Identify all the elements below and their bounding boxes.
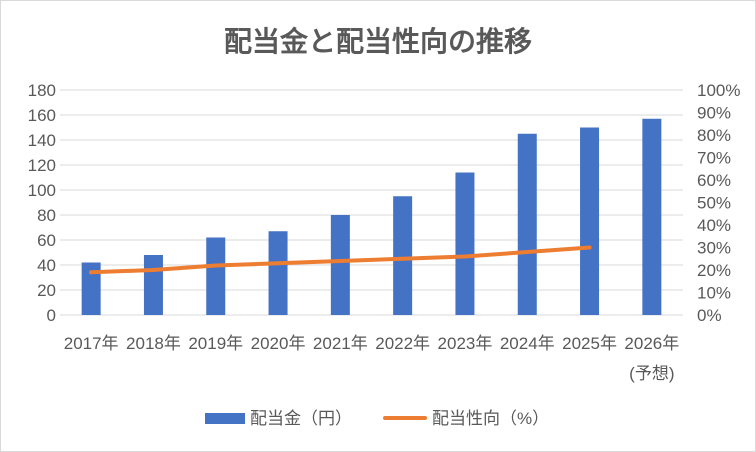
payout-ratio-point-7 — [462, 254, 467, 259]
legend-label-payout-ratio: 配当性向（%） — [432, 409, 549, 428]
x-tick-label-line: 2020年 — [251, 334, 306, 353]
dividend-bar-1 — [81, 262, 101, 315]
payout-ratio-point-8 — [525, 250, 530, 254]
x-tick-label-line: (予想) — [629, 364, 674, 383]
left-axis-tick-label: 160 — [28, 106, 56, 125]
payout-ratio-series — [89, 245, 592, 275]
legend-label-dividend: 配当金（円） — [250, 409, 352, 428]
right-axis-tick-label: 20% — [697, 261, 731, 280]
dividend-bars — [81, 118, 662, 315]
x-tick-label-line: 2021年 — [313, 334, 368, 353]
dividend-bar-3 — [206, 237, 226, 315]
right-axis-tick-label: 50% — [697, 194, 731, 213]
x-tick-label: 2021年 — [313, 334, 368, 353]
dividend-bar-6 — [393, 196, 413, 315]
gridlines — [60, 89, 683, 316]
x-tick-label: 2023年 — [438, 334, 493, 353]
category-axis-labels: 2017年 2018年 2019年 2020年 2021年 2022年 2023年 2024年… — [64, 334, 680, 383]
right-axis-tick-label: 30% — [697, 239, 731, 258]
payout-ratio-point-1 — [89, 270, 94, 275]
payout-ratio-point-2 — [151, 268, 156, 272]
x-tick-label-line: 2018年 — [126, 334, 181, 353]
dividend-bar-2 — [143, 255, 163, 315]
right-axis-tick-label: 10% — [697, 284, 731, 303]
dividend-bar-8 — [517, 133, 537, 315]
left-axis-tick-label: 140 — [28, 131, 56, 150]
payout-ratio-point-4 — [276, 261, 281, 266]
left-axis-tick-label: 80 — [37, 206, 56, 225]
x-tick-label-line: 2019年 — [188, 334, 243, 353]
right-axis-tick-label: 80% — [697, 126, 731, 145]
dividend-bar-5 — [330, 215, 350, 315]
right-axis-labels: 0% 10% 20% 30% 40% 50% 60% 70% 80% 90% 100% — [697, 81, 740, 325]
payout-ratio-point-5 — [338, 259, 343, 263]
legend-swatch-dividend — [205, 413, 245, 424]
dividend-bar-4 — [268, 231, 288, 315]
left-axis-tick-label: 60 — [37, 231, 56, 250]
left-axis-tick-label: 20 — [37, 281, 56, 300]
x-tick-label: 2018年 — [126, 334, 181, 353]
dividend-bar-9 — [580, 127, 600, 315]
x-tick-label-line: 2023年 — [438, 334, 493, 353]
dividend-bar-7 — [455, 172, 475, 315]
payout-ratio-point-6 — [400, 256, 405, 261]
legend: 配当金（円） 配当性向（%） — [205, 409, 549, 428]
x-tick-label: 2025年 — [562, 334, 617, 353]
dividend-bar-10 — [642, 118, 662, 315]
x-tick-label-line: 2026年 — [624, 334, 679, 353]
right-axis-tick-label: 0% — [697, 306, 722, 325]
right-axis-tick-label: 60% — [697, 171, 731, 190]
left-axis-tick-label: 0 — [47, 306, 56, 325]
x-tick-label-line: 2024年 — [500, 334, 555, 353]
left-axis-tick-label: 180 — [28, 81, 56, 100]
x-tick-label: 2022年 — [375, 334, 430, 353]
x-tick-label: 2019年 — [188, 334, 243, 353]
x-tick-label: 2017年 — [64, 334, 119, 353]
x-tick-label: 2024年 — [500, 334, 555, 353]
x-tick-label: 2020年 — [251, 334, 306, 353]
right-axis-tick-label: 70% — [697, 149, 731, 168]
chart-title: 配当金と配当性向の推移 — [224, 25, 532, 57]
x-tick-label-line: 2022年 — [375, 334, 430, 353]
right-axis-tick-label: 40% — [697, 216, 731, 235]
right-axis-tick-label: 90% — [697, 104, 731, 123]
left-axis-labels: 0 20 40 60 80 100 120 140 160 180 — [28, 81, 56, 325]
payout-ratio-point-9 — [587, 245, 592, 250]
right-axis-tick-label: 100% — [697, 81, 740, 100]
x-tick-label-line: 2025年 — [562, 334, 617, 353]
left-axis-tick-label: 120 — [28, 156, 56, 175]
x-tick-label-line: 2017年 — [64, 334, 119, 353]
left-axis-tick-label: 40 — [37, 256, 56, 275]
x-tick-label: 2026年 (予想) — [624, 334, 679, 383]
payout-ratio-point-3 — [213, 263, 218, 268]
left-axis-tick-label: 100 — [28, 181, 56, 200]
